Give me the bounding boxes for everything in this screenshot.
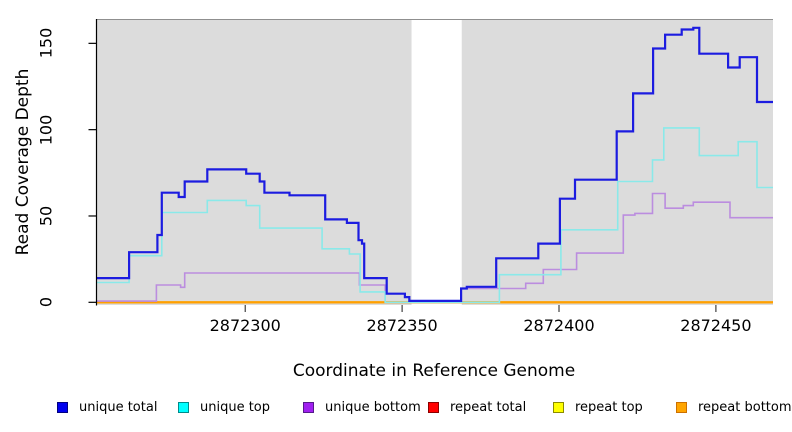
x-axis-title: Coordinate in Reference Genome xyxy=(292,361,576,381)
no-data-mask xyxy=(411,20,462,305)
series-line-unique-top xyxy=(96,127,773,304)
x-tick-label-2872300: 2872300 xyxy=(209,316,281,335)
y-tick-label-100: 100 xyxy=(36,114,56,145)
y-tick-label-0: 0 xyxy=(36,297,56,308)
x-tick-label-2872450: 2872450 xyxy=(680,316,752,335)
x-tick-label-2872400: 2872400 xyxy=(523,316,595,335)
series-line-unique-bottom xyxy=(96,192,773,304)
y-tick-label-50: 50 xyxy=(36,205,56,227)
y-tick-label-150: 150 xyxy=(36,28,56,59)
x-tick-label-2872350: 2872350 xyxy=(366,316,438,335)
series-line-unique-total xyxy=(96,26,773,302)
y-axis-title: Read Coverage Depth xyxy=(13,68,33,256)
